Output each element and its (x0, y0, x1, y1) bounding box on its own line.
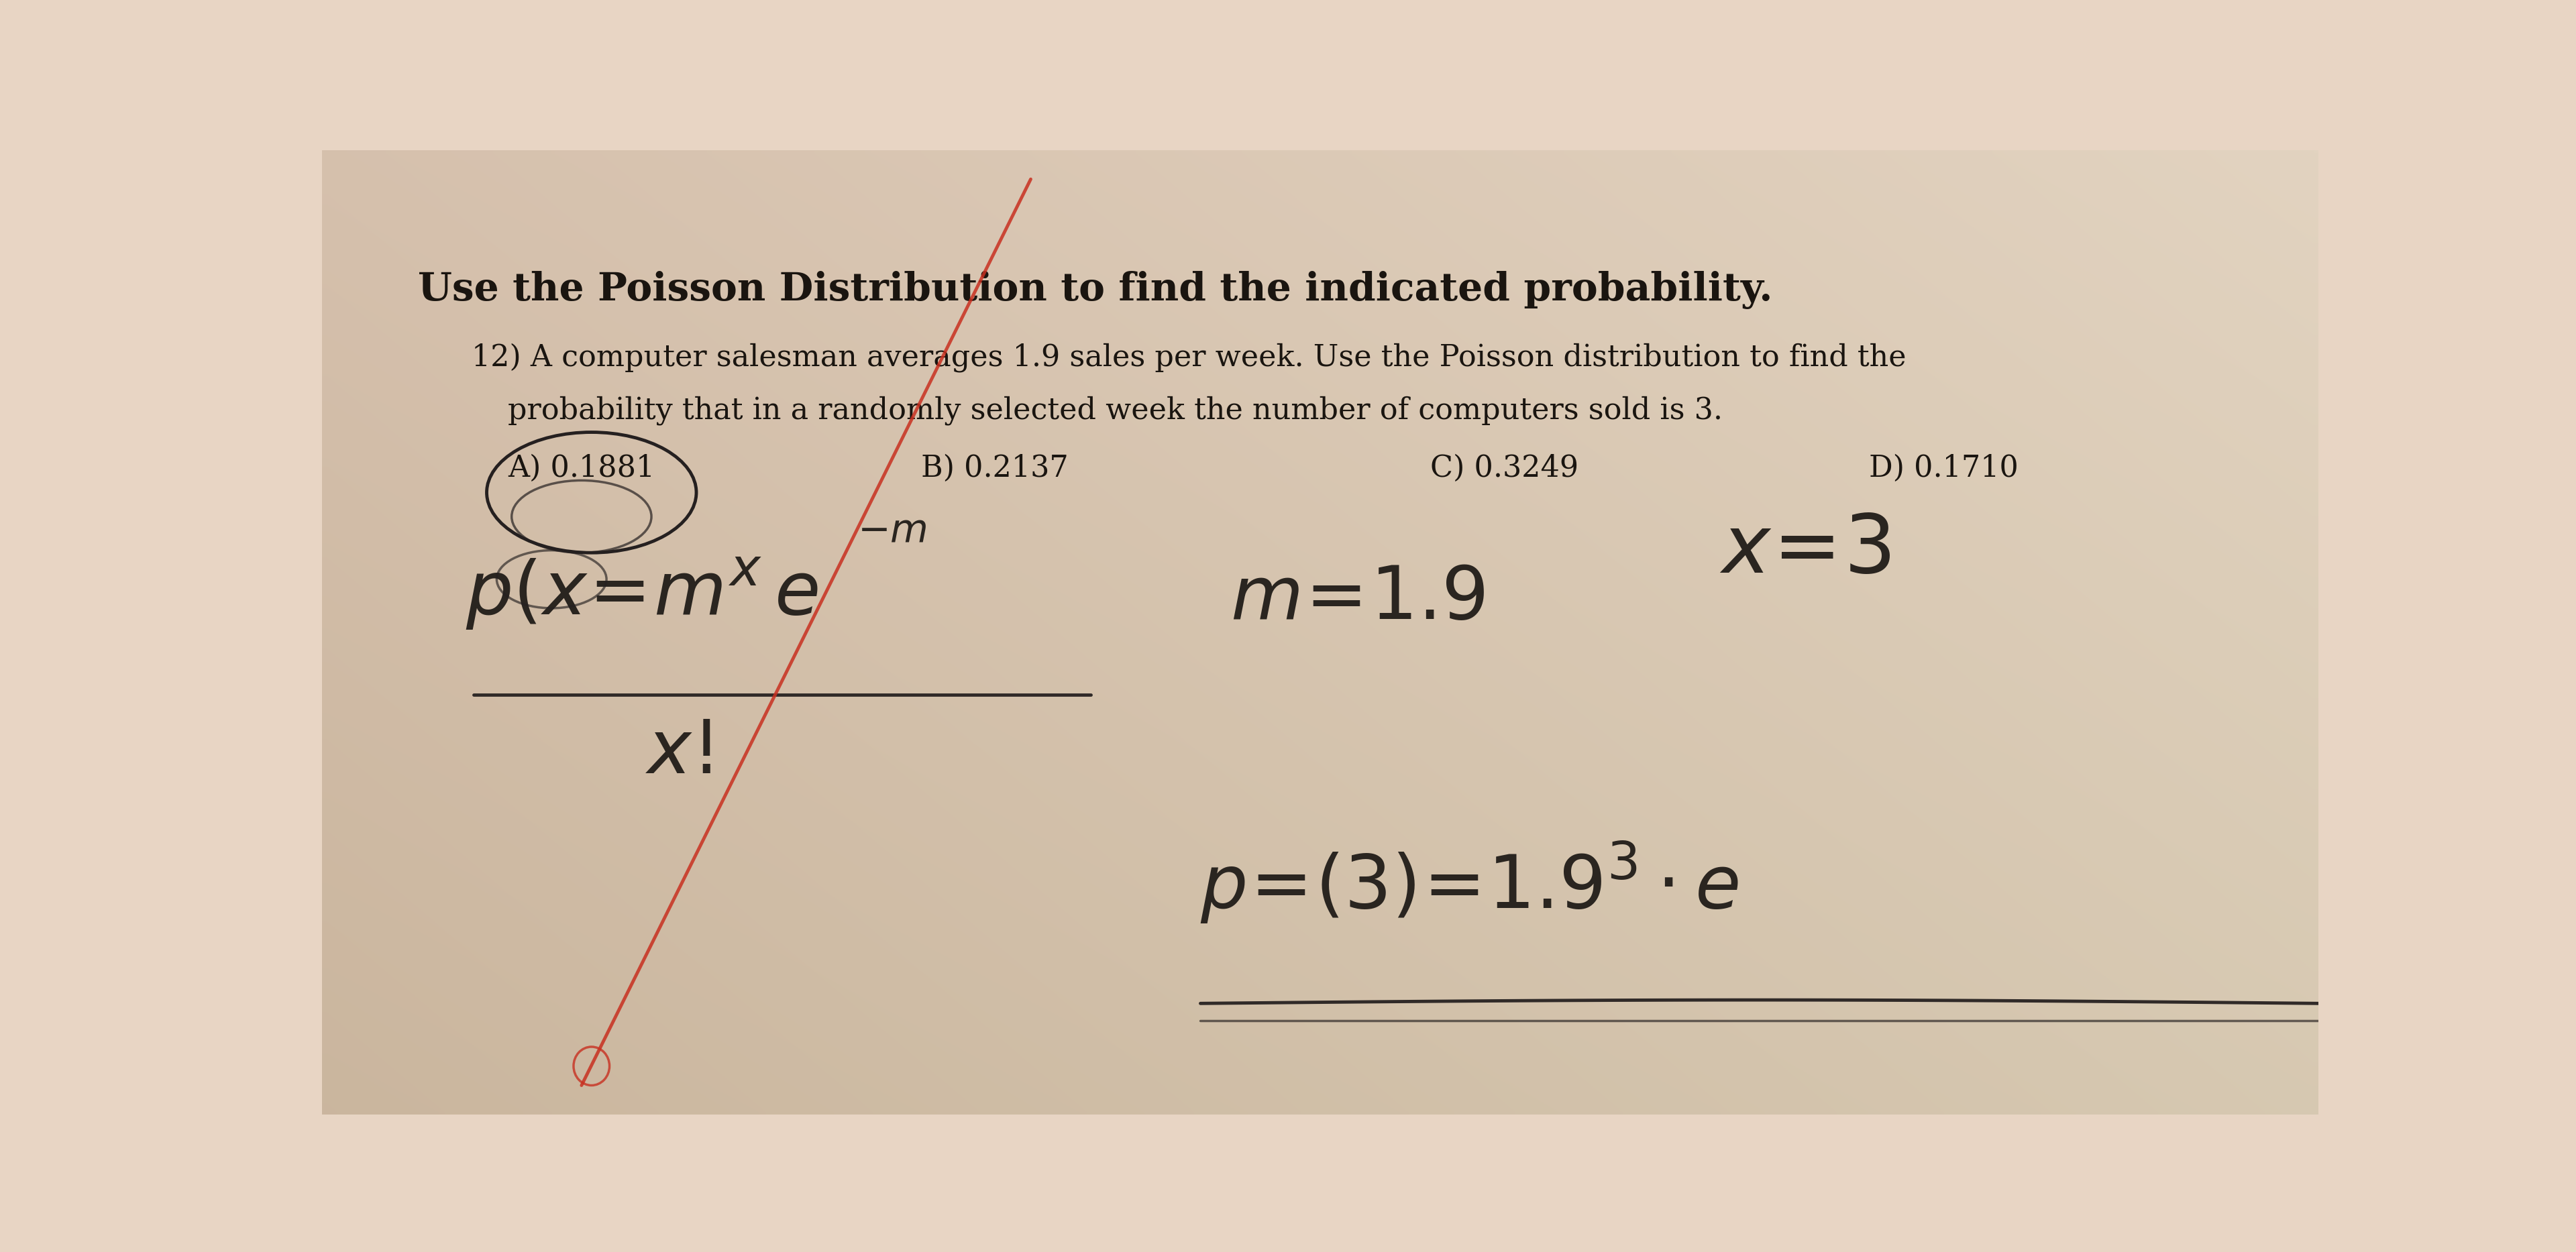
Text: $m\!=\!1.9$: $m\!=\!1.9$ (1231, 562, 1484, 635)
Bar (322, 150, 2318, 1114)
Text: $p\!=\!(3)\!=\!1.9^3\cdot e$: $p\!=\!(3)\!=\!1.9^3\cdot e$ (1200, 840, 1739, 926)
Text: B) 0.2137: B) 0.2137 (922, 454, 1069, 483)
Text: $-m$: $-m$ (858, 512, 927, 550)
Text: D) 0.1710: D) 0.1710 (1870, 454, 2020, 483)
Text: A) 0.1881: A) 0.1881 (507, 454, 654, 483)
Text: 12) A computer salesman averages 1.9 sales per week. Use the Poisson distributio: 12) A computer salesman averages 1.9 sal… (471, 343, 1906, 372)
Text: $x!$: $x!$ (647, 716, 711, 789)
Text: Use the Poisson Distribution to find the indicated probability.: Use the Poisson Distribution to find the… (417, 272, 1772, 309)
Text: C) 0.3249: C) 0.3249 (1430, 454, 1579, 483)
Text: $p(x\!=\!m^x\,e$: $p(x\!=\!m^x\,e$ (466, 556, 819, 631)
Text: probability that in a randomly selected week the number of computers sold is 3.: probability that in a randomly selected … (507, 396, 1723, 424)
Text: $x\!=\!3$: $x\!=\!3$ (1721, 511, 1891, 590)
